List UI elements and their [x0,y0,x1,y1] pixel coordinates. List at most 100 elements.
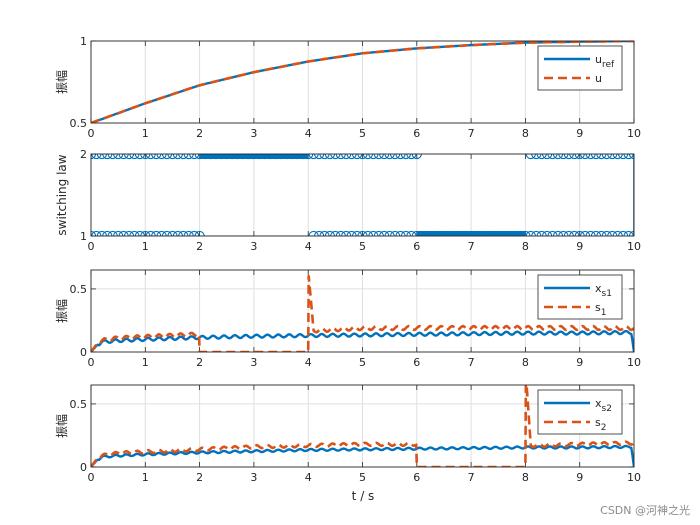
x-tick-label: 9 [576,471,583,484]
x-axis-label: t / s [352,489,375,503]
switch-marker [384,154,395,160]
switch-marker [156,154,167,160]
dense-marker-band [416,231,526,236]
legend-label: xs2 [595,397,612,414]
switch-marker [373,154,384,160]
switch-marker [161,154,173,160]
switch-marker [536,154,547,160]
legend-label: s2 [595,416,606,433]
y-tick-label: 0.5 [70,117,88,130]
y-tick-label: 0 [80,461,87,474]
switch-marker [319,154,330,160]
subplot-1: 0 1 2 3 4 5 6 7 8 9 10 0.5 1 振幅 uref u [54,35,641,140]
series-line [91,329,634,352]
watermark: CSDN @河神之光 [600,503,690,517]
switch-marker [275,154,287,160]
switch-marker [357,154,368,160]
x-tick-label: 10 [627,356,641,369]
y-axis-label: 振幅 [54,299,69,323]
switch-marker [368,154,379,160]
switch-marker [379,154,390,160]
switch-marker [574,154,585,160]
x-tick-label: 1 [142,356,149,369]
series-line [91,274,634,352]
switch-marker [389,154,401,160]
switch-marker [313,154,325,160]
x-tick-label: 1 [142,127,149,140]
switch-marker [102,154,113,160]
x-tick-label: 8 [522,127,529,140]
switch-marker [210,154,222,160]
switch-marker [596,154,607,160]
switch-marker [292,154,303,160]
x-tick-label: 9 [576,127,583,140]
x-tick-label: 10 [627,127,641,140]
switch-marker [541,154,553,160]
switch-marker [270,154,281,160]
switch-marker [590,154,602,160]
dense-marker-band [199,154,309,159]
x-tick-label: 8 [522,356,529,369]
x-tick-label: 3 [250,471,257,484]
switch-marker [612,154,623,160]
x-tick-label: 5 [359,240,366,253]
switch-marker [601,154,612,160]
plot-content [91,41,634,123]
switch-marker [265,154,276,160]
x-tick-label: 5 [359,471,366,484]
x-tick-label: 0 [88,356,95,369]
switch-marker [232,154,243,160]
switch-marker [129,154,140,160]
x-tick-label: 1 [142,471,149,484]
x-tick-label: 2 [196,240,203,253]
switch-marker [237,154,249,160]
switch-marker [91,154,102,160]
switch-marker [96,154,108,160]
x-tick-label: 9 [576,356,583,369]
x-tick-label: 2 [196,356,203,369]
y-tick-label: 0 [80,346,87,359]
x-tick-label: 6 [413,127,420,140]
switch-marker [335,154,346,160]
axes-box [90,40,635,124]
switch-marker [140,154,151,160]
x-tick-label: 5 [359,356,366,369]
x-tick-label: 7 [468,356,475,369]
y-tick-label: 1 [80,35,87,48]
switch-marker [259,154,270,160]
x-tick-label: 0 [88,240,95,253]
switch-marker [308,154,319,160]
switch-marker [563,154,574,160]
plot-content [91,274,634,352]
switch-marker [134,154,146,160]
switch-marker [145,154,156,160]
y-tick-label: 2 [80,148,87,161]
y-tick-label: 0.5 [70,283,88,296]
switch-marker [243,154,254,160]
switch-marker [107,154,118,160]
switch-marker [406,154,417,160]
switch-marker [395,154,406,160]
switch-marker [286,154,298,160]
switch-marker [579,154,591,160]
switch-marker [552,154,564,160]
x-tick-label: 1 [142,240,149,253]
switch-marker [623,154,634,160]
switch-marker [400,154,412,160]
switch-marker [558,154,569,160]
x-tick-label: 3 [250,127,257,140]
x-tick-label: 4 [305,356,312,369]
axes-box [90,269,635,353]
plot-content [91,385,634,467]
legend: uref u [537,45,623,91]
legend-label: xs1 [595,282,612,299]
x-tick-label: 8 [522,471,529,484]
legend-label: uref [595,53,615,70]
x-tick-label: 6 [413,240,420,253]
legend-box [537,274,623,320]
x-tick-label: 2 [196,471,203,484]
